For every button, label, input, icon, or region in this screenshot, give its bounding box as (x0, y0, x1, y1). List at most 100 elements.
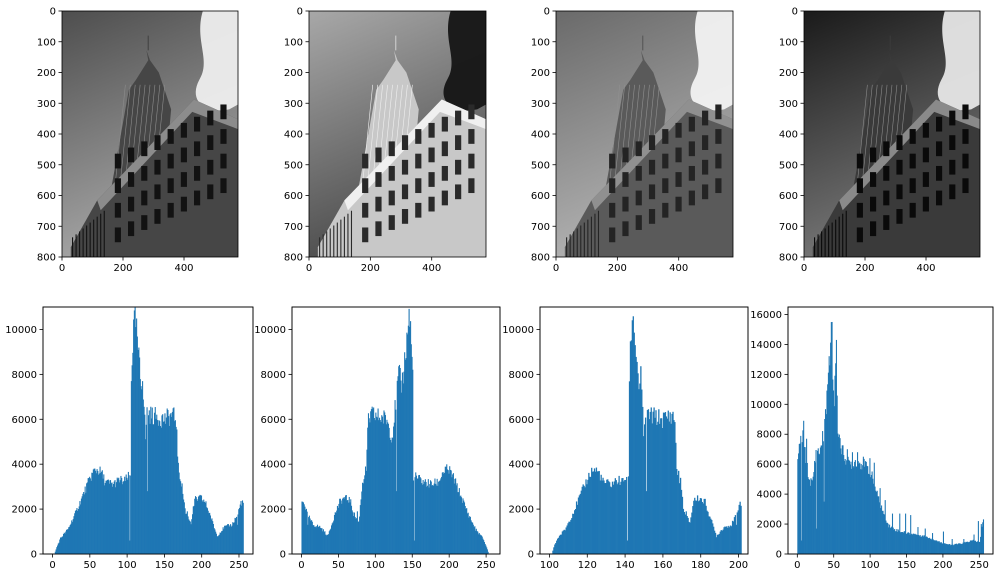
histogram-bar (241, 505, 243, 554)
histogram-bar (825, 414, 827, 554)
histogram-bar (635, 356, 637, 554)
histogram-bar (396, 380, 398, 554)
cloud (937, 11, 980, 111)
y-tick-label: 800 (37, 253, 56, 264)
histogram-bar (694, 497, 696, 554)
x-tick-label: 400 (422, 263, 441, 274)
image-original (62, 11, 238, 257)
tower-stripe (119, 84, 131, 189)
histogram-bar (97, 470, 99, 554)
histogram-bar (956, 543, 958, 554)
histogram-bar (437, 485, 439, 554)
window (688, 165, 695, 181)
histogram-bar (657, 421, 659, 554)
window (180, 147, 187, 163)
histogram-bar (965, 541, 967, 554)
histogram-bar (381, 416, 384, 554)
histogram-bar (355, 518, 357, 554)
histogram-bar (803, 420, 805, 554)
histogram-bar (855, 466, 857, 554)
histogram-bar (824, 409, 827, 554)
histogram-bar (444, 472, 446, 554)
histogram-bar (148, 410, 150, 554)
histogram-bar (680, 489, 683, 554)
histogram-bar (714, 532, 717, 554)
histogram-bar (469, 516, 471, 554)
x-tick-label: 150 (897, 560, 916, 571)
window (154, 184, 161, 200)
x-tick-label: 200 (855, 263, 874, 274)
histogram-bar (84, 486, 86, 554)
window (949, 135, 956, 150)
histogram-bar (180, 486, 182, 554)
histogram-bar (811, 480, 813, 554)
histogram-bar (456, 483, 458, 554)
y-tick-label: 200 (779, 68, 798, 79)
histogram-bar (427, 485, 429, 554)
axes-frame-top-5 (291, 306, 501, 555)
x-tick-label: 180 (691, 560, 710, 571)
histogram-bar (685, 511, 687, 554)
histogram-bar (652, 411, 654, 554)
histogram-bar (921, 535, 923, 554)
histogram-bar (397, 376, 399, 554)
window (375, 172, 382, 187)
histogram-bar (573, 513, 575, 554)
window (856, 178, 863, 194)
histogram-bar (413, 540, 415, 554)
histogram-bar (579, 493, 582, 554)
histogram-bar (910, 515, 912, 554)
histogram-bar (152, 424, 154, 554)
histogram-bar (156, 420, 159, 554)
tower-stripe (861, 84, 873, 189)
histogram-bar (138, 347, 140, 554)
histogram-bar (644, 417, 647, 554)
histogram-bar (968, 541, 970, 554)
window (609, 227, 616, 243)
window (167, 202, 174, 218)
window (428, 147, 435, 163)
histogram-bar (89, 478, 91, 554)
histogram-bar (881, 505, 883, 554)
histogram-bar (868, 474, 870, 554)
histogram-bar (466, 508, 468, 554)
histogram-bar (301, 501, 303, 554)
histogram-bar (99, 466, 101, 554)
y-tick-label: 0 (528, 550, 534, 561)
histogram-bar (415, 475, 418, 554)
histogram-bar (588, 472, 590, 554)
histogram-bar (78, 506, 80, 554)
histogram-bar (712, 523, 714, 554)
window (362, 202, 369, 218)
histogram-bar (654, 417, 656, 554)
histogram-bar (724, 526, 726, 554)
histogram-bar (165, 417, 167, 554)
histogram-bar (832, 379, 834, 554)
window (220, 153, 227, 169)
histogram-bar (88, 477, 90, 554)
histogram-bar (940, 542, 942, 554)
histogram-bar (382, 423, 384, 554)
histogram-bar (976, 542, 978, 554)
histogram-bar (937, 541, 939, 554)
histogram-bar (126, 477, 128, 554)
histogram-bar (74, 513, 76, 554)
histogram-bar (365, 470, 367, 554)
histogram-bar (455, 485, 457, 554)
histogram-bar (852, 466, 854, 554)
window (194, 141, 201, 157)
histogram-bar (682, 508, 685, 554)
histogram-bar (693, 500, 695, 554)
histogram-bar (971, 540, 973, 554)
histogram-bar (716, 534, 719, 554)
histogram-bar (560, 534, 563, 554)
histogram-bar (973, 534, 975, 554)
histogram-bar (64, 533, 66, 554)
histogram-bar (813, 472, 815, 554)
histogram-bar (410, 344, 412, 554)
histogram-bar (802, 430, 804, 554)
x-tick-label: 150 (403, 560, 422, 571)
histogram-bar (233, 522, 235, 554)
y-tick-label: 2000 (261, 505, 286, 516)
histogram-bar (82, 493, 84, 554)
